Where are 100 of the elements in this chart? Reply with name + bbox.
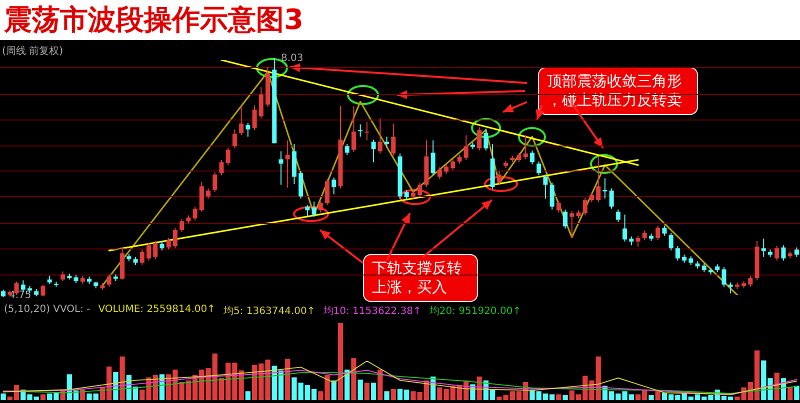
bar [120, 356, 125, 400]
bar [648, 395, 654, 400]
candlestick [312, 201, 316, 218]
candlestick [530, 150, 534, 165]
candlestick [239, 106, 244, 136]
candlestick [543, 174, 548, 200]
candlestick [364, 122, 370, 141]
candlestick [278, 150, 284, 186]
text: (周线 前复权) [2, 44, 63, 58]
bar [344, 370, 350, 400]
candlestick [656, 225, 660, 241]
candlestick [172, 227, 178, 249]
candlestick [418, 182, 422, 198]
bar [556, 394, 562, 400]
candlestick [774, 245, 780, 262]
annotation: 8.03 [281, 53, 304, 64]
bar [788, 387, 793, 400]
candlestick [206, 188, 211, 200]
candlestick [722, 266, 726, 288]
candlestick [437, 166, 442, 180]
candlestick [668, 232, 674, 251]
candlestick [570, 210, 574, 238]
candlestick [609, 188, 614, 210]
text: VOLUME: 2559814.00↑ [98, 304, 216, 317]
candlestick [140, 249, 144, 266]
bar [655, 391, 660, 400]
candlestick [258, 86, 264, 119]
bar [390, 388, 396, 400]
candlestick [781, 244, 786, 262]
candlestick [444, 164, 449, 174]
candlestick [371, 139, 376, 163]
candlestick [40, 284, 46, 297]
candlestick [226, 147, 230, 166]
candlestick [536, 160, 542, 176]
candlestick [675, 245, 680, 262]
bar [378, 370, 383, 400]
candlestick [761, 238, 766, 258]
candlestick [232, 128, 237, 149]
candlestick [332, 177, 336, 195]
bar [331, 380, 336, 400]
candlestick [662, 225, 667, 236]
candlestick [556, 200, 561, 213]
candlestick [550, 182, 554, 210]
annotation: 下轨支撑反转上涨，买入 [363, 254, 478, 302]
candlestick [642, 230, 647, 241]
bar [562, 395, 568, 400]
candlestick [153, 240, 158, 260]
candlestick [219, 160, 224, 176]
candlestick [523, 134, 528, 160]
bar [351, 358, 356, 400]
text: 均10: 1153622.38↑ [323, 305, 422, 318]
candlestick [60, 270, 66, 282]
candlestick [54, 281, 58, 288]
candlestick [582, 197, 588, 216]
candlestick [285, 140, 290, 188]
candlestick [748, 275, 753, 288]
candlestick [351, 106, 356, 152]
candlestick [212, 172, 218, 193]
candlestick [246, 122, 250, 138]
candlestick [636, 235, 640, 248]
candlestick [146, 242, 152, 262]
bar [370, 382, 376, 400]
candlestick [160, 240, 164, 251]
candlestick [106, 274, 112, 288]
bar [364, 382, 370, 400]
candlestick [305, 204, 310, 217]
candlestick [484, 128, 488, 152]
candlestick [516, 152, 522, 163]
candlestick [391, 123, 396, 156]
chart-title: 震荡市波段操作示意图3 [0, 0, 800, 40]
candlestick [180, 218, 184, 233]
candlestick [192, 206, 198, 221]
candlestick [378, 118, 382, 154]
candlestick [794, 246, 799, 258]
candlestick [464, 134, 468, 161]
candlestick [318, 200, 323, 213]
bar [358, 380, 363, 400]
candlestick [166, 237, 171, 250]
candlestick [563, 209, 568, 230]
bar [40, 394, 46, 400]
candlestick [252, 104, 257, 131]
candlestick [358, 124, 363, 138]
candlestick [450, 158, 456, 171]
bar [338, 323, 344, 400]
candlestick [20, 280, 26, 292]
candlestick [616, 209, 620, 222]
candlestick [477, 126, 482, 152]
candlestick [589, 192, 594, 203]
text: (5,10,20) VVOL: - [4, 304, 90, 317]
candlestick [728, 282, 733, 294]
candlestick [404, 189, 409, 201]
candlestick [496, 170, 502, 185]
candlestick [384, 136, 390, 148]
bar [0, 394, 6, 400]
bar [794, 386, 800, 400]
candlestick [596, 156, 601, 203]
candlestick [344, 143, 350, 156]
candlestick [430, 140, 436, 176]
candlestick [622, 214, 628, 242]
bar [245, 391, 251, 400]
